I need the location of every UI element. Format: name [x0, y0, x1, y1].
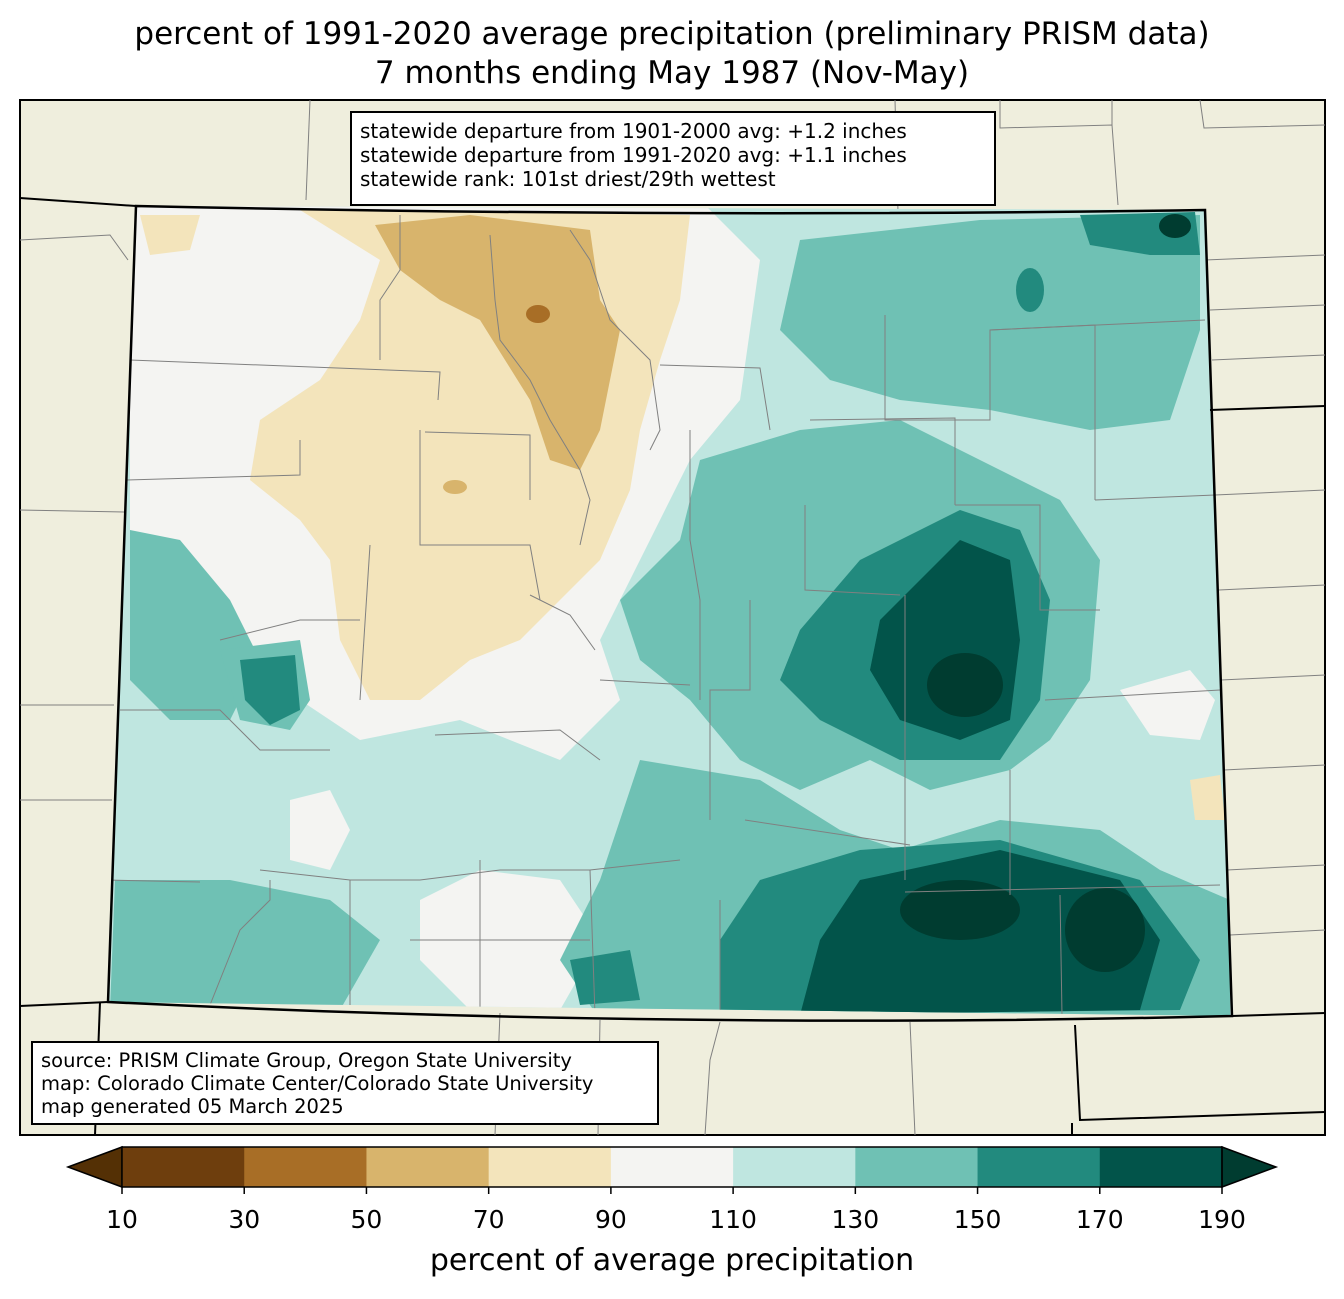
field-30-50 — [526, 305, 550, 323]
field-over-190-d — [1159, 214, 1191, 238]
colorbar-tick-label: 170 — [1075, 1205, 1124, 1234]
county-boundaries — [108, 215, 1221, 1016]
colorbar-bin-110-130 — [733, 1147, 856, 1187]
map-title-line1: percent of 1991-2020 average precipitati… — [134, 16, 1210, 52]
source-line-3: map generated 05 March 2025 — [41, 1095, 344, 1118]
field-over-190-a — [927, 653, 1003, 717]
colorado-boundary — [106, 204, 1234, 1022]
colorbar-tick-label: 10 — [106, 1205, 138, 1234]
colorbar-label: percent of average precipitation — [429, 1243, 915, 1278]
field-over-190-c — [900, 880, 1020, 940]
source-line-1: source: PRISM Climate Group, Oregon Stat… — [41, 1049, 572, 1072]
field-90-110-w — [290, 790, 350, 870]
colorbar — [65, 1145, 1279, 1194]
colorbar-tick-label: 110 — [709, 1205, 757, 1234]
colorbar-tick-label: 30 — [228, 1205, 261, 1234]
colorbar-under-arrow — [65, 1145, 123, 1189]
colorbar-over-arrow — [1221, 1145, 1279, 1189]
colorbar-bin-50-70 — [366, 1147, 490, 1187]
field-90-110-e — [1120, 670, 1215, 740]
stats-line-1: statewide departure from 1901-2000 avg: … — [360, 119, 907, 143]
field-50-70-spot — [443, 480, 467, 494]
stats-line-3: statewide rank: 101st driest/29th wettes… — [360, 167, 776, 191]
field-over-190-b — [1065, 888, 1145, 972]
field-70-90-nw — [140, 215, 200, 255]
colorbar-tick-label: 70 — [472, 1205, 505, 1234]
precip-field — [108, 206, 1232, 1016]
colorbar-tick-label: 130 — [831, 1205, 880, 1234]
field-150-170-s — [570, 950, 640, 1005]
field-70-90-e — [1190, 775, 1225, 820]
field-50-70 — [375, 215, 620, 470]
colorbar-bin-170-190 — [1099, 1147, 1223, 1187]
field-150-170-spot — [1016, 268, 1044, 312]
colorbar-outline — [121, 1146, 1223, 1188]
source-box: source: PRISM Climate Group, Oregon Stat… — [31, 1041, 659, 1125]
field-150-170-w — [240, 655, 300, 725]
colorbar-bin-70-90 — [488, 1147, 612, 1187]
colorbar-bin-90-110 — [610, 1147, 734, 1187]
colorbar-bin-10-30 — [122, 1147, 245, 1187]
state-boundaries — [19, 197, 1326, 1136]
colorbar-bin-30-50 — [244, 1147, 367, 1187]
colorbar-tick-label: 50 — [350, 1205, 383, 1234]
stats-line-2: statewide departure from 1991-2020 avg: … — [360, 143, 907, 167]
field-130-150-sw — [110, 880, 380, 1010]
colorbar-bin-150-170 — [977, 1147, 1101, 1187]
source-line-2: map: Colorado Climate Center/Colorado St… — [41, 1072, 594, 1095]
map-title-line2: 7 months ending May 1987 (Nov-May) — [374, 55, 970, 91]
colorbar-bin-130-150 — [855, 1147, 979, 1187]
statewide-stats-box: statewide departure from 1901-2000 avg: … — [350, 111, 996, 206]
colorbar-tick-label: 150 — [953, 1205, 1002, 1234]
colorbar-tick-label: 190 — [1198, 1205, 1246, 1234]
colorbar-tick-label: 90 — [594, 1205, 627, 1234]
